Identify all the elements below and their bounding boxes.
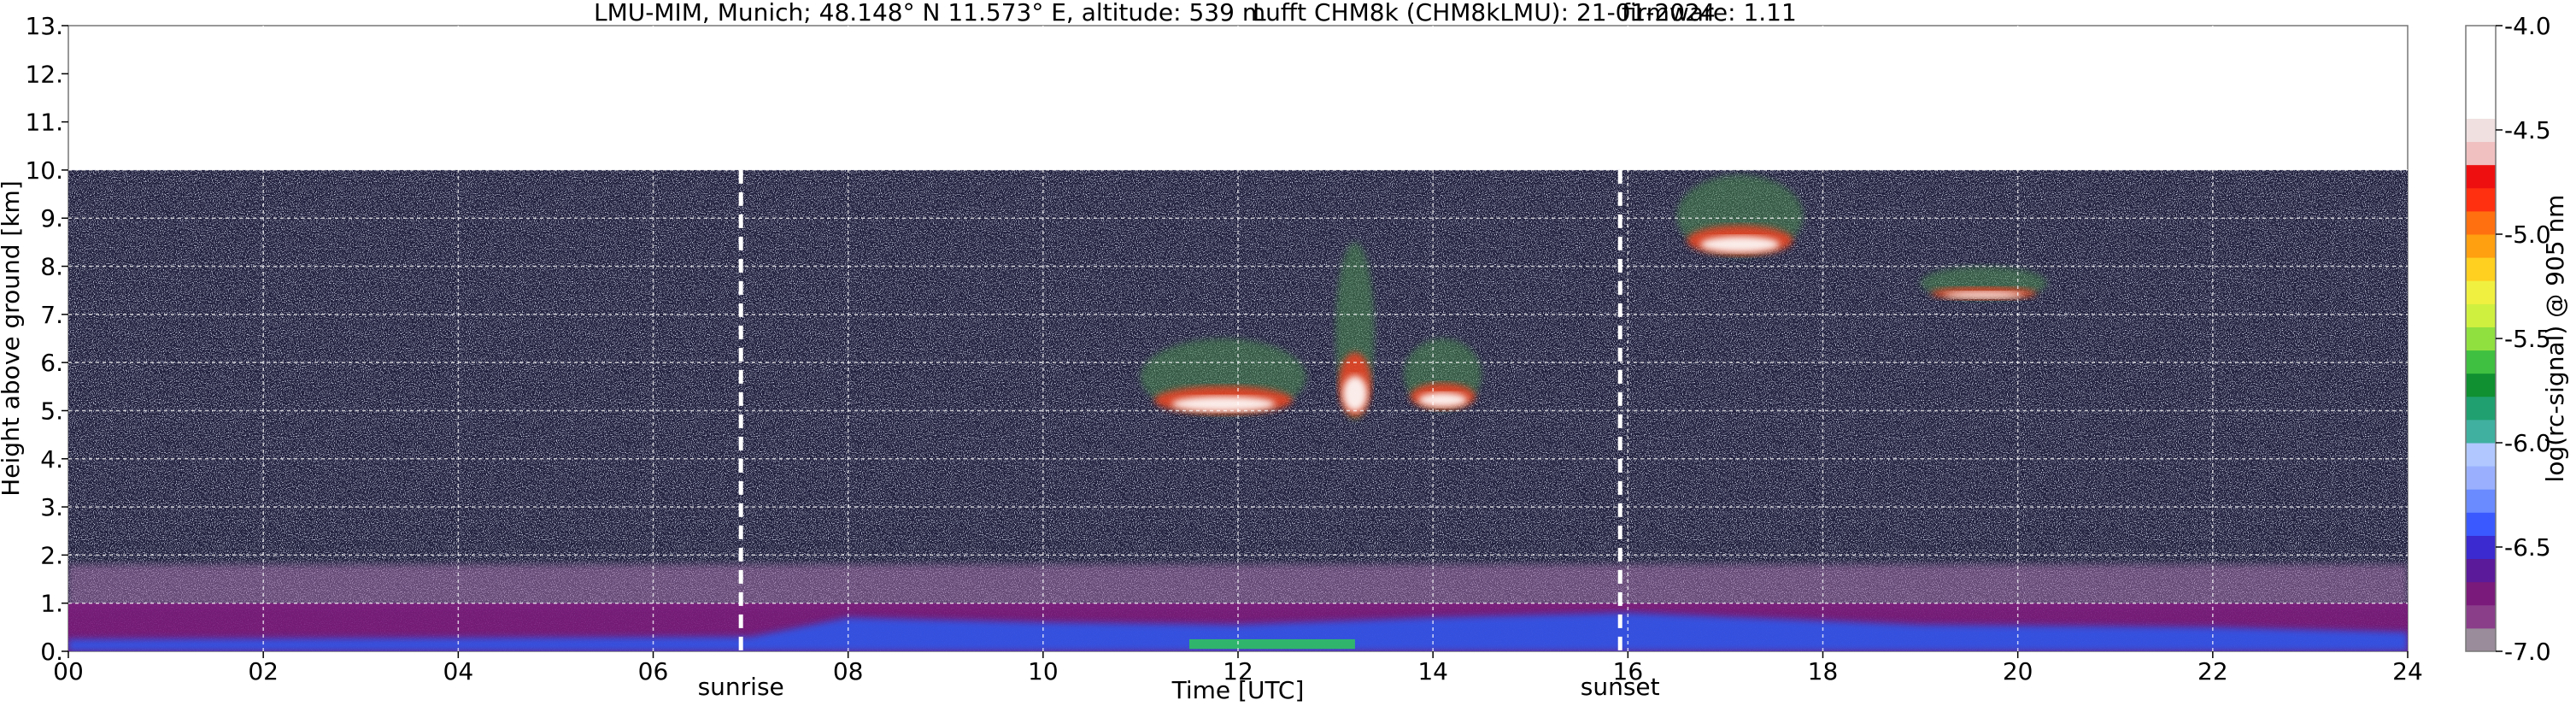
x-axis: 00 02 04 06 08 10 12 14 16 18 20 22 24 — [53, 651, 2423, 685]
x-axis-label: Time [UTC] — [1171, 676, 1305, 704]
colorbar-segment — [2466, 187, 2496, 212]
colorbar-segment — [2466, 443, 2496, 467]
colorbar-label: log(rc-signal) @ 905 nm — [2541, 195, 2569, 483]
cirrus-fall-b-peak — [1342, 375, 1368, 412]
y-tick-label: 5. — [40, 397, 63, 425]
y-tick-label: 9. — [40, 204, 63, 232]
y-tick-label: 6. — [40, 349, 63, 377]
colorbar-tick-label: -6.0 — [2504, 429, 2551, 457]
cirrus-fall-c — [1403, 338, 1482, 411]
y-tick-label: 1. — [40, 590, 63, 618]
colorbar-segment — [2466, 72, 2496, 96]
x-tick-label: 14 — [1417, 657, 1448, 685]
colorbar-tick-label: -4.0 — [2504, 12, 2551, 40]
colorbar-tick-label: -5.5 — [2504, 325, 2551, 353]
cirrus-fall-a-peak — [1171, 396, 1276, 412]
y-axis-label: Height above ground [km] — [0, 180, 25, 497]
x-tick-label: 04 — [443, 657, 474, 685]
y-tick-label: 2. — [40, 541, 63, 569]
colorbar-segment — [2466, 303, 2496, 327]
x-tick-label: 06 — [638, 657, 669, 685]
colorbar-segment — [2466, 558, 2496, 583]
y-tick-label: 4. — [40, 445, 63, 474]
x-tick-label: 22 — [2198, 657, 2228, 685]
y-axis: 0. 1. 2. 3. 4. 5. 6. 7. 8. 9. 10. 11. 12. 13. — [25, 12, 68, 666]
surface-green-band — [1188, 638, 1355, 650]
y-tick-label: 0. — [40, 638, 63, 666]
colorbar-segment — [2466, 118, 2496, 143]
colorbar-segment — [2466, 512, 2496, 536]
colorbar-segment — [2466, 327, 2496, 351]
x-tick-label: 10 — [1028, 657, 1059, 685]
colorbar-tick-label: -7.0 — [2504, 638, 2551, 666]
colorbar-tick-label: -5.0 — [2504, 221, 2551, 249]
annotations: sunrise sunset — [698, 169, 1660, 701]
colorbar-segment — [2466, 604, 2496, 629]
colorbar-segment — [2466, 234, 2496, 258]
cirrus-fall-b — [1335, 242, 1375, 421]
chart-title-firmware: firmware: 1.11 — [1622, 0, 1797, 26]
cirrus-upper-b-peak — [1944, 291, 2024, 298]
colorbar-segment — [2466, 257, 2496, 281]
x-tick-label: 00 — [53, 657, 84, 685]
x-tick-label: 16 — [1613, 657, 1644, 685]
colorbar-segment — [2466, 535, 2496, 560]
x-tick-label: 02 — [248, 657, 279, 685]
colorbar-segment — [2466, 581, 2496, 606]
x-tick-label: 18 — [1808, 657, 1839, 685]
y-tick-label: 7. — [40, 301, 63, 329]
colorbar-segment — [2466, 164, 2496, 189]
colorbar-segment — [2466, 350, 2496, 374]
colorbar-tick-label: -4.5 — [2504, 116, 2551, 144]
cirrus-fall-a — [1140, 338, 1306, 416]
colorbar-segment — [2466, 95, 2496, 119]
x-tick-label: 20 — [2003, 657, 2033, 685]
y-tick-label: 12. — [25, 60, 63, 88]
chart-title-instrument: Lufft CHM8k (CHM8kLMU): 21-01-2024 — [1253, 0, 1716, 26]
colorbar-segment — [2466, 396, 2496, 421]
sunset-label: sunset — [1581, 673, 1660, 701]
colorbar: -7.0 -6.5 -6.0 -5.5 -5.0 -4.5 -4.0 — [2465, 12, 2551, 666]
colorbar-segment — [2466, 627, 2496, 652]
cirrus-upper-b — [1920, 266, 2047, 300]
cirrus-fall-c-peak — [1418, 392, 1468, 408]
grid — [68, 26, 2408, 651]
sunrise-label: sunrise — [698, 673, 784, 701]
y-tick-label: 11. — [25, 109, 63, 137]
cirrus-upper-a-peak — [1700, 236, 1780, 253]
colorbar-segment — [2466, 280, 2496, 304]
colorbar-segment — [2466, 26, 2496, 50]
colorbar-segment — [2466, 141, 2496, 166]
colorbar-segment — [2466, 49, 2496, 73]
x-tick-label: 12 — [1223, 657, 1253, 685]
y-tick-label: 13. — [25, 12, 63, 40]
x-tick-label: 08 — [833, 657, 864, 685]
cloud-layers — [1140, 174, 2047, 421]
colorbar-segment — [2466, 489, 2496, 513]
colorbar-segment — [2466, 210, 2496, 235]
colorbar-tick-label: -6.5 — [2504, 533, 2551, 562]
y-tick-label: 8. — [40, 253, 63, 281]
y-tick-label: 10. — [25, 156, 63, 185]
colorbar-segment — [2466, 419, 2496, 444]
colorbar-segment — [2466, 373, 2496, 397]
colorbar-segment — [2466, 466, 2496, 490]
y-tick-label: 3. — [40, 493, 63, 521]
chart-title-site: LMU-MIM, Munich; 48.148° N 11.573° E, al… — [594, 0, 1265, 26]
cirrus-upper-a — [1676, 174, 1804, 257]
x-tick-label: 24 — [2392, 657, 2423, 685]
